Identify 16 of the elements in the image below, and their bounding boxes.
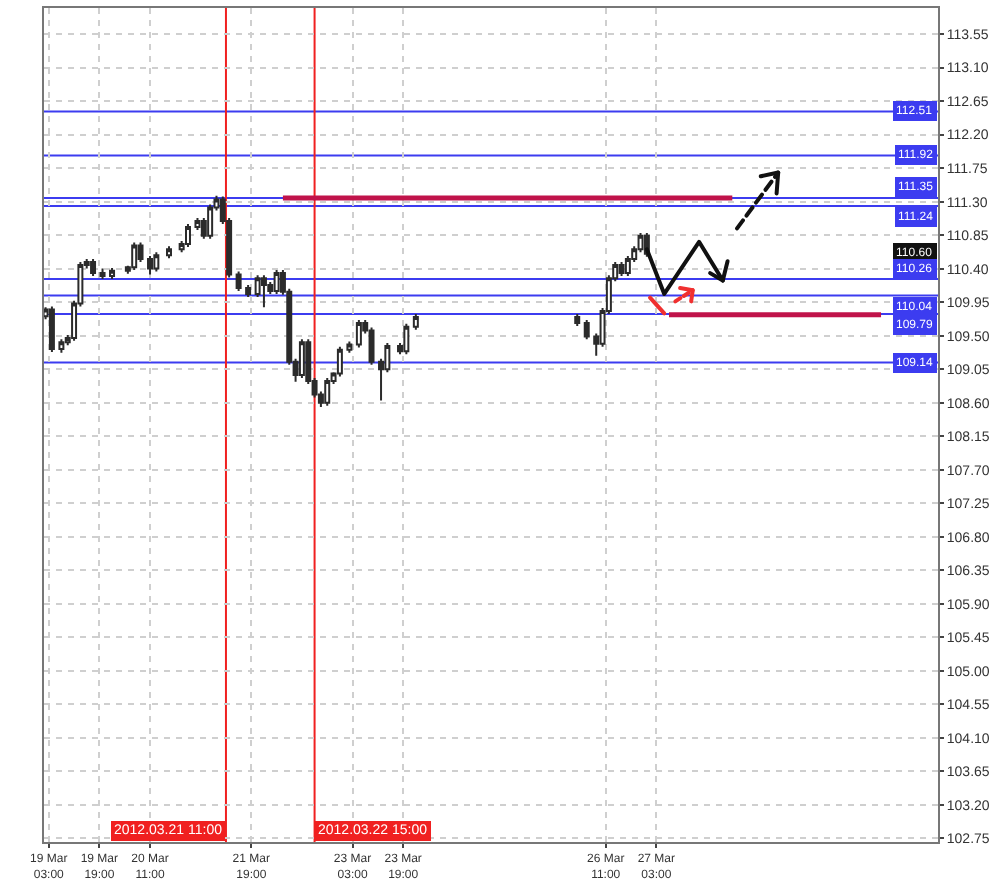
candlestick [131, 241, 138, 272]
candlestick [324, 377, 331, 407]
candlestick [260, 274, 267, 309]
candlestick [153, 251, 160, 273]
candlestick [298, 338, 305, 380]
candlestick [403, 322, 410, 356]
candlestick [166, 245, 172, 260]
candlestick [90, 257, 97, 278]
candlestick [412, 313, 419, 331]
candlestick [574, 313, 581, 327]
candlestick [637, 231, 644, 254]
candlestick [624, 254, 631, 278]
candlestick [618, 260, 625, 278]
candlestick [355, 319, 362, 349]
candlestick [207, 203, 214, 240]
candlestick [273, 269, 280, 295]
